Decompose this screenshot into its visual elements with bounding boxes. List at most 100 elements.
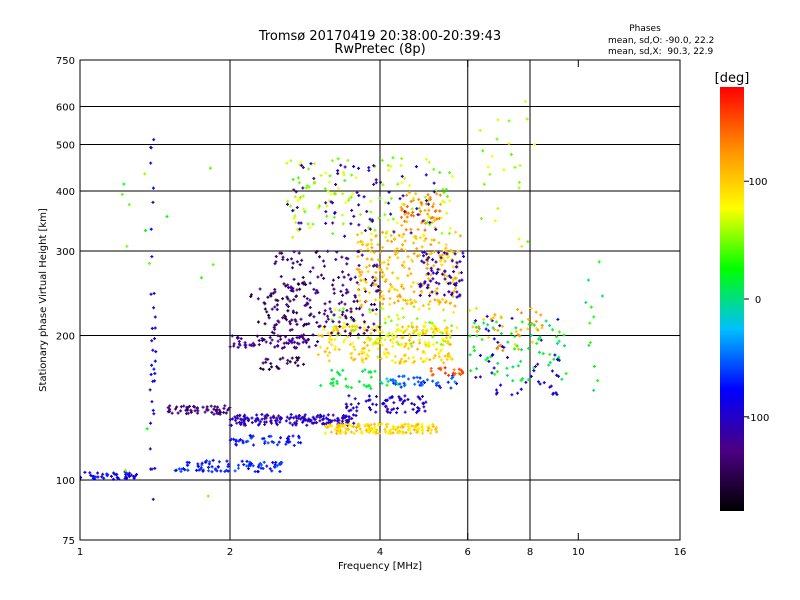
data-point — [425, 266, 429, 270]
data-point — [298, 197, 302, 201]
data-point — [454, 230, 458, 234]
data-point — [352, 214, 356, 218]
data-point — [358, 213, 362, 217]
data-point — [182, 404, 186, 408]
data-point — [325, 346, 329, 350]
data-point — [302, 207, 306, 211]
data-point — [371, 402, 375, 406]
data-point — [453, 286, 457, 290]
colorbar-tick-label: 100 — [748, 177, 767, 188]
data-point — [527, 346, 531, 350]
data-point — [344, 384, 348, 388]
x-tick-label: 2 — [227, 547, 233, 558]
data-point — [282, 341, 286, 345]
data-point — [206, 494, 210, 498]
data-point — [185, 407, 189, 411]
data-point — [460, 271, 464, 275]
data-point — [366, 325, 370, 329]
data-point — [396, 342, 400, 346]
data-point — [402, 361, 406, 365]
data-point — [441, 199, 445, 203]
data-point — [209, 404, 213, 408]
data-point — [436, 299, 440, 303]
data-point — [532, 369, 536, 373]
data-point — [490, 154, 494, 158]
data-point — [426, 271, 430, 275]
data-point — [348, 332, 352, 336]
data-point — [276, 339, 280, 343]
data-point — [291, 261, 295, 265]
data-point — [205, 407, 209, 411]
data-point — [125, 244, 129, 248]
data-point — [447, 373, 451, 377]
data-point — [424, 173, 428, 177]
data-point — [199, 466, 203, 470]
data-point — [328, 300, 332, 304]
data-point — [343, 234, 347, 238]
data-point — [374, 395, 378, 399]
data-point — [539, 338, 543, 342]
data-point — [326, 249, 330, 253]
data-point — [295, 419, 299, 423]
data-point — [385, 267, 389, 271]
data-point — [423, 250, 427, 254]
data-point — [237, 339, 241, 343]
data-point — [328, 307, 332, 311]
data-point — [451, 280, 455, 284]
data-point — [257, 422, 261, 426]
data-point — [334, 182, 338, 186]
data-point — [312, 315, 316, 319]
data-point — [496, 361, 500, 365]
data-point — [412, 214, 416, 218]
data-point — [438, 209, 442, 213]
data-point — [242, 419, 246, 423]
data-point — [496, 328, 500, 332]
data-point — [359, 304, 363, 308]
data-point — [384, 235, 388, 239]
data-point — [495, 370, 499, 374]
data-point — [347, 409, 351, 413]
data-point — [358, 270, 362, 274]
data-point — [331, 381, 335, 385]
data-point — [144, 228, 148, 232]
data-point — [311, 266, 315, 270]
data-point — [149, 373, 153, 377]
data-point — [431, 205, 435, 209]
data-point — [333, 345, 337, 349]
data-point — [424, 199, 428, 203]
data-point — [434, 260, 438, 264]
data-point — [362, 383, 366, 387]
data-point — [284, 284, 288, 288]
data-point — [300, 335, 304, 339]
data-point — [293, 361, 297, 365]
x-tick-label: 16 — [674, 547, 687, 558]
data-point — [219, 469, 223, 473]
data-point — [586, 278, 590, 282]
data-point — [429, 369, 433, 373]
data-point — [390, 408, 394, 412]
data-point — [392, 230, 396, 234]
data-point — [448, 335, 452, 339]
data-point — [383, 321, 387, 325]
data-point — [199, 276, 203, 280]
data-point — [300, 164, 304, 168]
data-point — [433, 354, 437, 358]
data-point — [300, 258, 304, 262]
data-point — [210, 465, 214, 469]
data-point — [439, 342, 443, 346]
data-point — [305, 184, 309, 188]
data-point — [150, 339, 154, 343]
data-point — [474, 375, 478, 379]
data-point — [417, 197, 421, 201]
data-point — [355, 267, 359, 271]
data-point — [438, 170, 442, 174]
data-point — [552, 357, 556, 361]
data-point — [124, 475, 128, 479]
data-point — [329, 310, 333, 314]
data-point — [456, 249, 460, 253]
data-point — [534, 326, 538, 330]
data-point — [295, 341, 299, 345]
data-point — [407, 191, 411, 195]
data-point — [474, 319, 478, 323]
data-point — [416, 282, 420, 286]
